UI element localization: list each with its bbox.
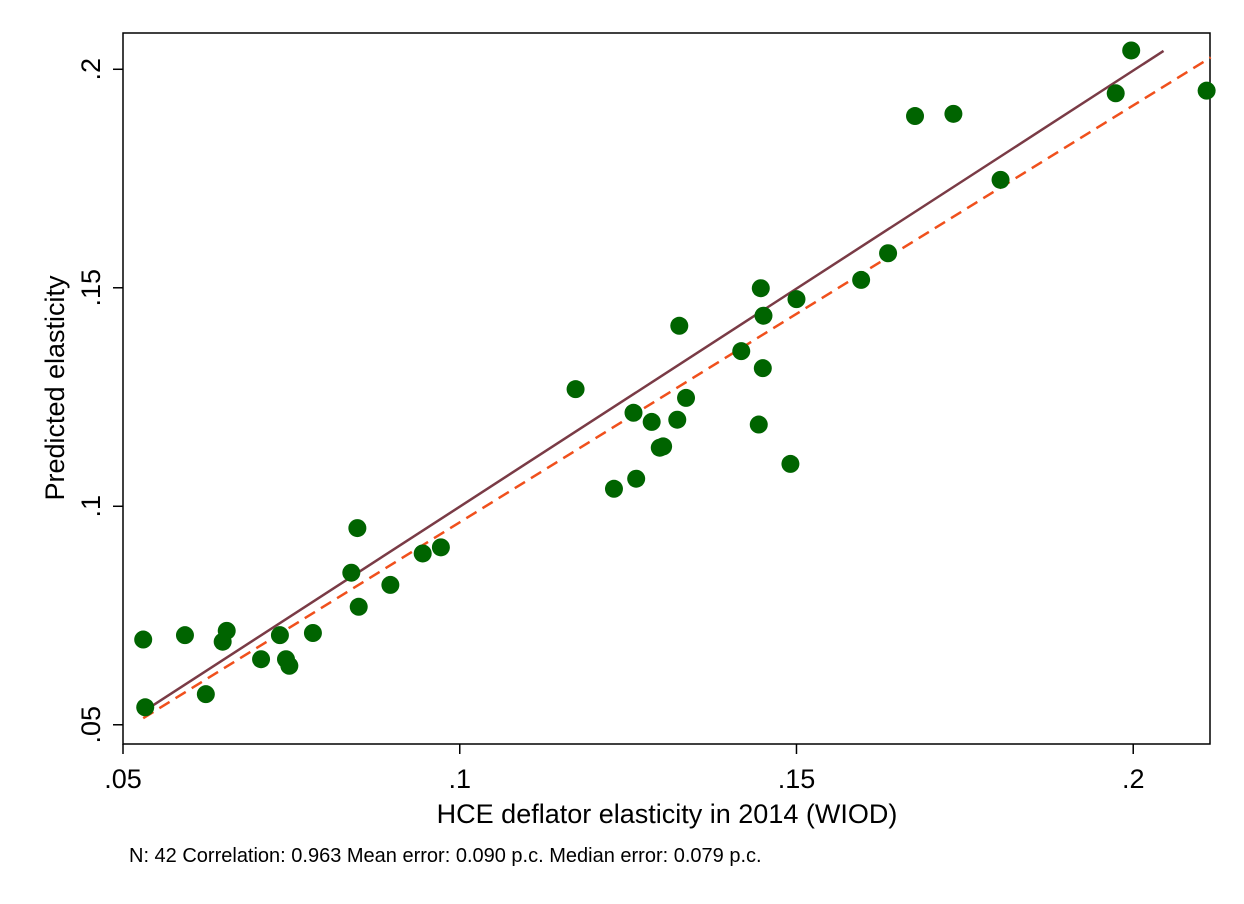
- x-axis: .05 .1 .15 .2: [104, 744, 1144, 794]
- scatter-point: [753, 359, 772, 378]
- scatter-point: [196, 685, 215, 704]
- scatter-point: [642, 412, 661, 431]
- scatter-point: [754, 306, 773, 325]
- scatter-point: [879, 244, 898, 263]
- scatter-point: [1197, 81, 1216, 100]
- scatter-point: [348, 519, 367, 538]
- scatter-point: [270, 626, 289, 645]
- scatter-point: [136, 698, 155, 717]
- scatter-point: [668, 410, 687, 429]
- scatter-point: [1122, 41, 1141, 60]
- scatter-point: [1106, 84, 1125, 103]
- scatter-point: [303, 624, 322, 643]
- x-tick-label: .1: [448, 764, 471, 794]
- y-axis-title: Predicted elasticity: [40, 275, 70, 501]
- data-points: [134, 41, 1216, 717]
- scatter-point: [604, 479, 623, 498]
- scatter-point: [175, 626, 194, 645]
- scatter-point: [670, 316, 689, 335]
- scatter-point: [342, 563, 361, 582]
- fit-lines: [142, 49, 1212, 720]
- scatter-point: [991, 170, 1010, 189]
- scatter-point: [944, 104, 963, 123]
- scatter-point: [566, 380, 585, 399]
- scatter-point: [787, 290, 806, 309]
- scatter-point: [852, 270, 871, 289]
- scatter-point: [627, 469, 646, 488]
- scatter-point: [624, 403, 643, 422]
- scatter-point: [654, 437, 673, 456]
- scatter-point: [906, 107, 925, 126]
- scatter-point: [751, 279, 770, 298]
- y-tick-label: .2: [76, 58, 106, 81]
- y-tick-label: .15: [76, 269, 106, 307]
- x-tick-label: .05: [104, 764, 142, 794]
- scatter-point: [749, 415, 768, 434]
- x-tick-label: .15: [778, 764, 816, 794]
- chart-note: N: 42 Correlation: 0.963 Mean error: 0.0…: [129, 845, 762, 867]
- x-axis-title: HCE deflator elasticity in 2014 (WIOD): [437, 799, 898, 829]
- scatter-point: [280, 656, 299, 675]
- scatter-point: [381, 575, 400, 594]
- scatter-point: [413, 544, 432, 563]
- dashed-reference-line: [142, 56, 1212, 720]
- scatter-point: [217, 621, 236, 640]
- scatter-point: [349, 597, 368, 616]
- solid-fit-line: [142, 49, 1165, 713]
- scatter-point: [134, 630, 153, 649]
- x-tick-label: .2: [1122, 764, 1145, 794]
- scatter-point: [431, 538, 450, 557]
- scatter-point: [781, 454, 800, 473]
- scatter-point: [732, 342, 751, 361]
- y-tick-label: .05: [76, 706, 106, 744]
- plot-frame: [122, 32, 1211, 745]
- scatter-point: [252, 650, 271, 669]
- y-axis: .05 .1 .15 .2: [76, 58, 123, 744]
- y-tick-label: .1: [76, 495, 106, 518]
- scatter-point: [677, 388, 696, 407]
